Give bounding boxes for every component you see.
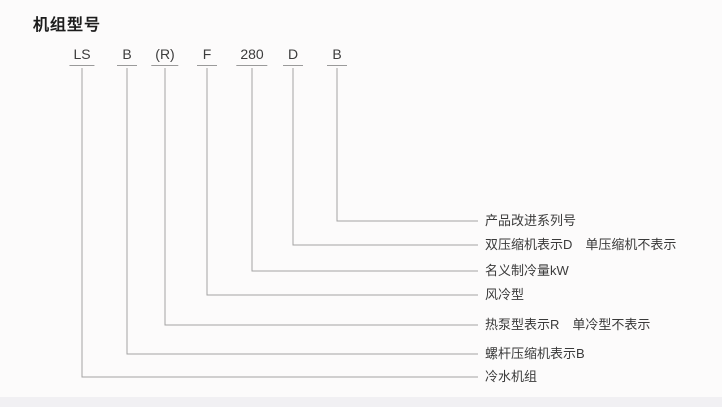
model-code-segment-f: F	[197, 46, 217, 66]
legend-item-aircooled: 风冷型	[485, 287, 525, 302]
connector-line-d-compressor	[292, 68, 478, 246]
connector-line-ls-chiller	[81, 68, 478, 378]
footer-band	[0, 397, 722, 407]
connector-line-r-heatpump	[164, 68, 478, 326]
page-title: 机组型号	[33, 17, 102, 34]
model-code-segment-280: 280	[236, 46, 268, 66]
connector-line-280-capacity	[251, 68, 478, 272]
connector-line-b1-screw	[126, 68, 478, 355]
legend-item-heatpump: 热泵型表示R 单冷型不表示	[485, 317, 651, 332]
legend-item-chiller: 冷水机组	[485, 369, 538, 384]
connector-line-f-aircooled	[206, 68, 478, 296]
model-code-segment-d: D	[283, 46, 303, 66]
model-code-segment-ls: LS	[69, 46, 95, 66]
model-code-segment-b1: B	[117, 46, 137, 66]
model-code-segment-b2: B	[327, 46, 347, 66]
legend-item-series: 产品改进系列号	[485, 213, 577, 228]
legend-item-capacity: 名义制冷量kW	[485, 263, 569, 278]
connector-line-b2-series	[336, 68, 478, 222]
legend-item-compressors: 双压缩机表示D 单压缩机不表示	[485, 237, 677, 252]
model-code-segment-r: (R)	[151, 46, 179, 66]
legend-item-screw: 螺杆压缩机表示B	[485, 346, 585, 361]
